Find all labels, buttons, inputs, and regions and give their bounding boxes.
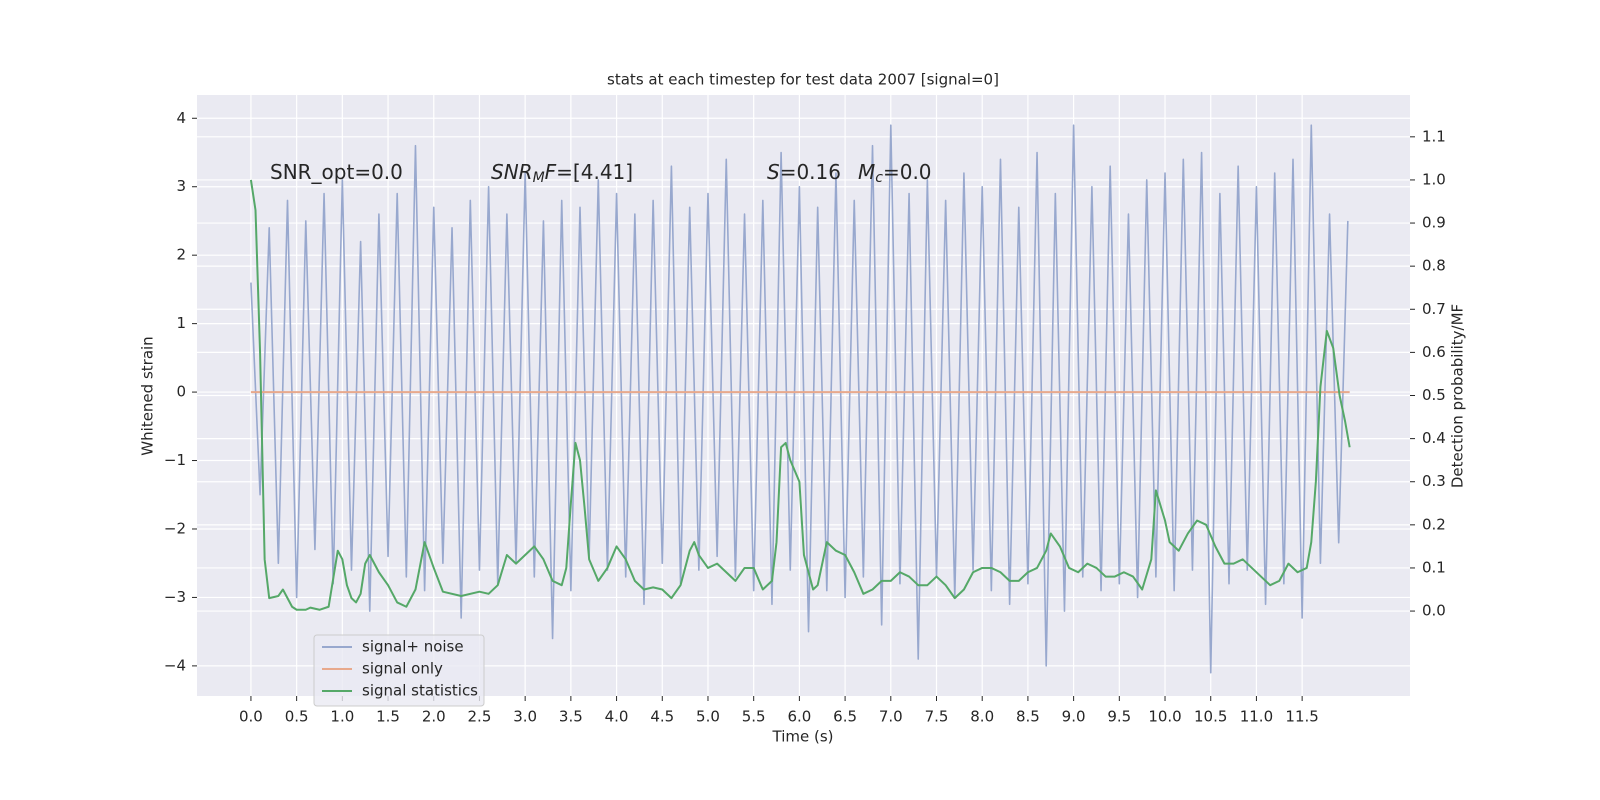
legend-label: signal only: [362, 660, 443, 678]
annotation-part: SNR: [491, 160, 533, 184]
annotation-part: =0.16: [780, 160, 841, 184]
legend: signal+ noise signal only signal statistic…: [313, 634, 485, 707]
series-line: [250, 124, 1349, 674]
legend-label: signal statistics: [362, 682, 478, 700]
y-axis-label: Whitened strain: [139, 336, 157, 455]
x-tick-label: 4.5: [650, 708, 674, 726]
y2-tick-label: 0.5: [1422, 386, 1446, 404]
y2-tick-label: 0.3: [1422, 472, 1446, 490]
y2-tick-label: 0.6: [1422, 343, 1446, 361]
x-tick-label: 9.0: [1062, 708, 1086, 726]
annotation: SNR_opt=0.0: [270, 160, 403, 184]
y2-tick-label: 0.8: [1422, 257, 1446, 275]
y2-tick-label: 0.4: [1422, 429, 1446, 447]
y2-tick-label: 0.2: [1422, 515, 1446, 533]
y2-tick-label: 0.9: [1422, 214, 1446, 232]
x-tick-label: 4.0: [605, 708, 629, 726]
annotation-part: M: [858, 160, 875, 184]
x-tick-label: 5.5: [742, 708, 766, 726]
x-tick-label: 1.5: [376, 708, 400, 726]
y2-tick-label: 0.7: [1422, 300, 1446, 318]
annotation-part: S: [767, 160, 780, 184]
y2-tick-label: 0.1: [1422, 558, 1446, 576]
y-tick-label: 2: [176, 246, 186, 264]
annotation: Mc=0.0: [858, 160, 932, 187]
x-tick-label: 10.5: [1194, 708, 1227, 726]
x-tick-label: 1.0: [330, 708, 354, 726]
annotation: S=0.16: [767, 160, 841, 184]
x-tick-label: 2.5: [468, 708, 492, 726]
y2-tick-label: 1.1: [1422, 127, 1446, 145]
annotation: SNRMF=[4.41]: [491, 160, 633, 187]
x-tick-label: 0.0: [239, 708, 263, 726]
y-tick-label: −4: [164, 656, 186, 674]
x-tick-label: 9.5: [1107, 708, 1131, 726]
annotation-part: F: [545, 160, 557, 184]
x-tick-label: 7.5: [925, 708, 949, 726]
series-line: [249, 179, 1351, 611]
x-tick-label: 2.0: [422, 708, 446, 726]
chart-title: stats at each timestep for test data 200…: [607, 71, 999, 89]
y-tick-label: 1: [176, 314, 186, 332]
legend-label: signal+ noise: [362, 638, 464, 656]
x-tick-label: 10.0: [1148, 708, 1181, 726]
x-tick-label: 8.5: [1016, 708, 1040, 726]
x-tick-label: 11.0: [1240, 708, 1273, 726]
x-axis-label: Time (s): [772, 728, 834, 746]
x-tick-label: 5.0: [696, 708, 720, 726]
y-tick-label: −1: [164, 451, 186, 469]
x-tick-label: 8.0: [970, 708, 994, 726]
y2-tick-label: 1.0: [1422, 170, 1446, 188]
y-tick-label: 3: [176, 177, 186, 195]
y2-axis-label: Detection probability/MF: [1449, 304, 1467, 488]
y-tick-label: 4: [176, 109, 186, 127]
annotation-part: M: [533, 170, 545, 186]
y-tick-label: −3: [164, 588, 186, 606]
annotation-part: c: [875, 170, 883, 186]
y-tick-label: 0: [176, 383, 186, 401]
annotation-part: =[4.41]: [556, 160, 633, 184]
x-tick-label: 6.0: [787, 708, 811, 726]
y-tick-label: −2: [164, 519, 186, 537]
legend-box: [313, 634, 485, 707]
x-tick-label: 3.5: [559, 708, 583, 726]
x-tick-label: 0.5: [285, 708, 309, 726]
y2-tick-label: 0.0: [1422, 602, 1446, 620]
x-tick-label: 3.0: [513, 708, 537, 726]
x-tick-label: 11.5: [1285, 708, 1318, 726]
annotation-part: SNR_opt=0.0: [270, 160, 403, 184]
x-tick-label: 6.5: [833, 708, 857, 726]
x-tick-label: 7.0: [879, 708, 903, 726]
annotation-part: =0.0: [883, 160, 932, 184]
